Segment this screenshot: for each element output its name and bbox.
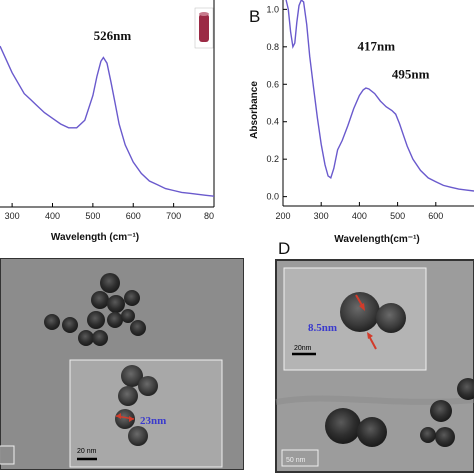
- panel-c-inset: 23nm 20 nm: [69, 359, 223, 468]
- panel-b-peak-label: 417nm: [357, 39, 395, 54]
- panel-a-x-tick-label: 300: [5, 211, 20, 221]
- panel-b-peak-labels: 417nm 495nm: [357, 39, 429, 82]
- panel-b-y-tick-label: 0.8: [266, 42, 279, 52]
- panel-b-spectrum-line: [285, 0, 474, 192]
- panel-b-ticks: 200 300 400 500 600 0.0 0.2 0.4 0.6 0.8 1.0: [266, 4, 443, 221]
- panel-a-x-ticks: 300 400 500 600 700 80: [5, 203, 215, 221]
- panel-d-arrow-lower: [368, 335, 377, 350]
- panel-b-y-tick-label: 1.0: [266, 4, 279, 14]
- panel-b-x-tick-label: 600: [428, 211, 443, 221]
- panel-b-x-label: Wavelength(cm⁻¹): [334, 234, 419, 245]
- panel-a-x-tick-label: 600: [126, 211, 141, 221]
- panel-b-label: B: [249, 7, 260, 26]
- panel-b-x-tick-label: 500: [390, 211, 405, 221]
- panel-b-peak-label: 495nm: [392, 67, 430, 82]
- panel-b-chart: B Absorbance 200 300 400 500 600 0.0 0.2 0.4 0.6…: [249, 0, 474, 245]
- panel-d-main-scale: 50 nm: [281, 449, 319, 467]
- panel-a-peak-label: 526nm: [94, 28, 132, 43]
- panel-a-x-tick-label: 700: [166, 211, 181, 221]
- panel-b-y-tick-label: 0.4: [266, 117, 279, 127]
- panel-d-label: D: [278, 239, 290, 258]
- panel-b-x-tick-label: 200: [275, 211, 290, 221]
- panel-a-spectrum-line: [0, 45, 215, 197]
- panel-b-x-tick-label: 400: [352, 211, 367, 221]
- panel-d-tem-image: D 8.5nm 20nm 50 nm: [275, 239, 474, 473]
- vial-icon: [194, 7, 214, 49]
- panel-b-x-tick-label: 300: [314, 211, 329, 221]
- panel-b-y-tick-label: 0.6: [266, 79, 279, 89]
- panel-c-measure-label: 23nm: [140, 415, 166, 427]
- panel-a-x-tick-label: 500: [85, 211, 100, 221]
- panel-c-nanoparticles: [44, 273, 146, 346]
- panel-a-x-tick-label: 400: [45, 211, 60, 221]
- panel-d-nanoparticles: [325, 378, 474, 447]
- panel-b-y-label: Absorbance: [249, 81, 260, 139]
- panel-a-chart: 300 400 500 600 700 80 526nm Wavelength (cm⁻¹…: [0, 0, 215, 243]
- panel-c-tem-image: 23nm 20 nm: [0, 258, 244, 470]
- panel-d-main-scale-label: 50 nm: [286, 457, 306, 464]
- panel-d-inset-scale-label: 20nm: [294, 345, 312, 352]
- panel-b-y-tick-label: 0.0: [266, 192, 279, 202]
- panel-c-main-scale-box: [0, 445, 15, 465]
- panel-d-measure-label: 8.5nm: [308, 322, 337, 334]
- panel-d-inset: 8.5nm 20nm: [283, 267, 427, 371]
- panel-c-scale-label: 20 nm: [77, 448, 97, 455]
- panel-a-x-label: Wavelength (cm⁻¹): [51, 232, 139, 243]
- panel-a-x-tick-label: 80: [204, 211, 214, 221]
- panel-b-y-tick-label: 0.2: [266, 154, 279, 164]
